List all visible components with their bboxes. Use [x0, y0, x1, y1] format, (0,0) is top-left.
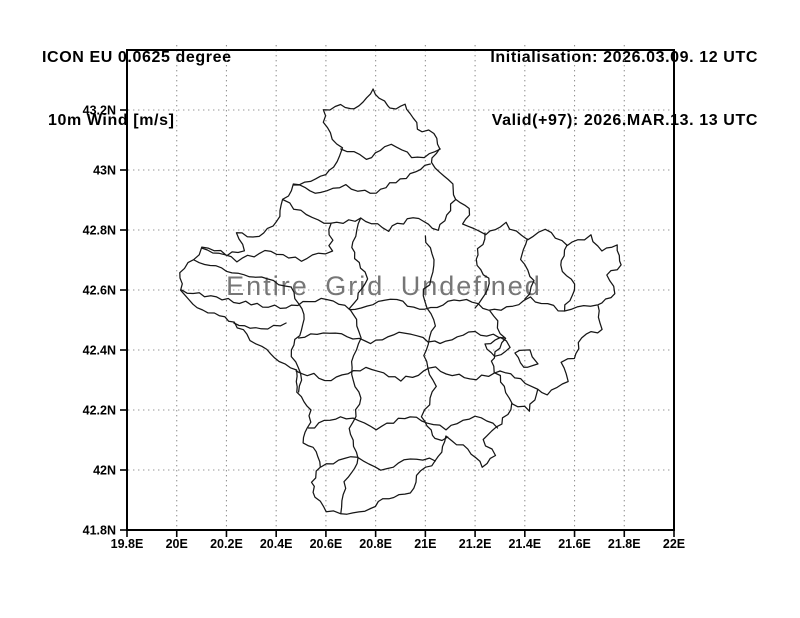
y-tick-label: 42.8N [83, 224, 116, 238]
district-border [489, 310, 514, 405]
x-tick-label: 20.4E [260, 537, 293, 551]
y-tick-label: 43N [93, 164, 116, 178]
district-border [282, 199, 456, 233]
district-border [499, 370, 538, 390]
x-tick-label: 20.8E [359, 537, 392, 551]
district-border [560, 244, 576, 312]
district-border [484, 336, 511, 357]
district-border [292, 163, 431, 194]
undefined-grid-overlay-text: Entire Grid Undefined [226, 271, 542, 301]
district-border [233, 322, 287, 330]
y-axis-labels: 43.2N 43N 42.8N 42.6N 42.4N 42.2N 42N 41.8N [83, 104, 116, 538]
x-tick-label: 21.4E [508, 537, 541, 551]
district-border [181, 289, 287, 310]
header-right: Initialisation: 2026.03.09. 12 UTC Valid… [490, 5, 758, 173]
district-border [295, 366, 501, 382]
y-tick-label: 42N [93, 464, 116, 478]
x-tick-label: 20.2E [210, 537, 243, 551]
x-tick-label: 21.2E [459, 537, 492, 551]
district-border [340, 143, 441, 161]
district-border [200, 223, 334, 263]
y-tick-label: 42.2N [83, 404, 116, 418]
x-tick-label: 20E [166, 537, 188, 551]
x-tick-label: 19.8E [111, 537, 144, 551]
district-border [307, 415, 499, 431]
model-title: ICON EU 0.0625 degree [42, 49, 232, 66]
x-axis-labels: 19.8E 20E 20.2E 20.4E 20.6E 20.8E 21E 21.2E 21.4… [111, 537, 685, 551]
district-border [297, 330, 506, 345]
y-tick-label: 42.6N [83, 284, 116, 298]
valid-time: Valid(+97): 2026.MAR.13. 13 UTC [491, 112, 758, 129]
district-border [474, 232, 490, 309]
y-tick-label: 41.8N [83, 524, 116, 538]
x-tick-label: 22E [663, 537, 685, 551]
x-tick-label: 20.6E [310, 537, 343, 551]
country-border [179, 88, 622, 515]
y-tick-label: 42.4N [83, 344, 116, 358]
district-border [420, 235, 449, 442]
kosovo-boundaries [179, 88, 622, 515]
variable-title: 10m Wind [m/s] [48, 112, 175, 129]
district-border [519, 238, 535, 300]
x-tick-label: 21E [414, 537, 436, 551]
district-border [320, 456, 436, 471]
x-tick-label: 21.6E [558, 537, 591, 551]
district-border [193, 259, 292, 288]
x-tick-label: 21.8E [608, 537, 641, 551]
y-tick-label: 43.2N [83, 104, 116, 118]
axis-ticks [120, 109, 675, 537]
district-border [514, 349, 539, 368]
header-left: ICON EU 0.0625 degree 10m Wind [m/s] [42, 5, 232, 173]
district-border [340, 217, 369, 515]
district-border [285, 296, 598, 312]
initialisation-time: Initialisation: 2026.03.09. 12 UTC [490, 49, 758, 66]
